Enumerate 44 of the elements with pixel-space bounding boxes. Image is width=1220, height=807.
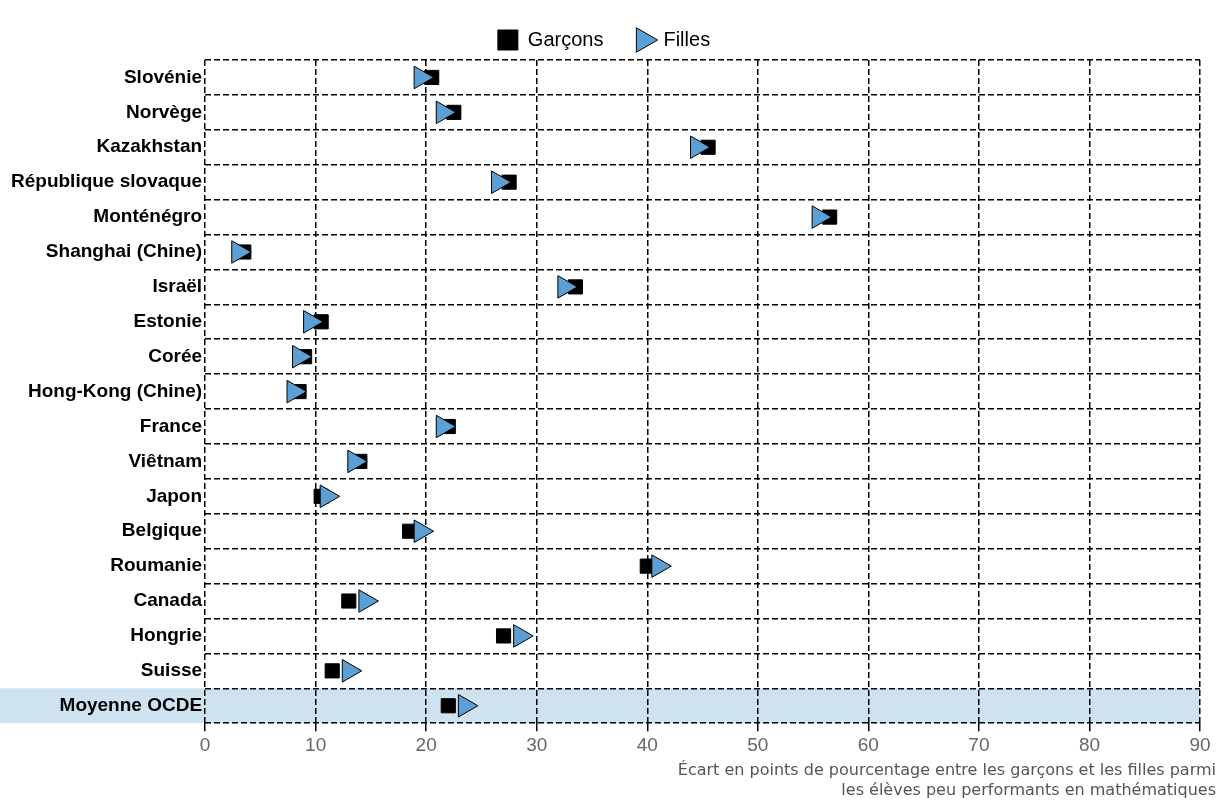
y-tick-label: Corée <box>148 344 203 366</box>
x-tick-label: 10 <box>305 733 327 755</box>
point <box>341 593 357 609</box>
y-tick-label: Norvège <box>126 100 203 122</box>
point <box>341 659 363 683</box>
y-tick-label: Estonie <box>133 310 203 332</box>
point <box>286 379 308 404</box>
point <box>319 484 341 509</box>
x-tick-label: 30 <box>526 733 548 755</box>
y-tick-label: Suisse <box>140 659 203 681</box>
legend-label: Filles <box>663 27 711 50</box>
x-tick-label: 40 <box>636 733 658 755</box>
y-tick-label: Monténégro <box>93 205 203 227</box>
y-tick-label: Shanghai (Chine) <box>45 240 203 262</box>
x-tick-label: 0 <box>199 733 211 755</box>
x-tick-label: 80 <box>1078 733 1101 755</box>
x-tick-label: 20 <box>415 733 437 755</box>
x-tick-label: 70 <box>968 733 990 755</box>
point <box>292 344 313 369</box>
point <box>324 663 340 679</box>
point <box>358 589 379 613</box>
point <box>495 628 512 644</box>
y-tick-label: France <box>139 414 203 436</box>
point <box>231 240 252 264</box>
x-tick-label: 50 <box>747 733 769 755</box>
y-tick-label: République slovaque <box>10 170 203 192</box>
y-tick-label: Israël <box>152 275 203 297</box>
y-tick-label: Moyenne OCDE <box>59 693 203 715</box>
point <box>347 449 368 474</box>
y-tick-label: Canada <box>133 589 203 611</box>
legend-label: Garçons <box>527 27 604 50</box>
y-tick-label: Kazakhstan <box>96 135 203 157</box>
y-tick-label: Hong-Kong (Chine) <box>27 379 203 401</box>
point <box>440 698 456 714</box>
y-tick-label: Hongrie <box>130 624 203 646</box>
y-tick-label: Roumanie <box>110 554 203 576</box>
x-axis-title: Écart en points de pourcentage entre les garçons et les filles parmi les élèves peu performants en mathématiques <box>676 760 1216 800</box>
y-tick-label: Viêtnam <box>128 449 203 471</box>
point <box>303 310 324 334</box>
y-tick-label: Japon <box>146 484 203 506</box>
y-tick-label: Belgique <box>121 519 203 541</box>
y-tick-label: Slovénie <box>123 65 203 87</box>
x-tick-label: 90 <box>1189 733 1211 755</box>
x-tick-label: 60 <box>857 733 879 755</box>
